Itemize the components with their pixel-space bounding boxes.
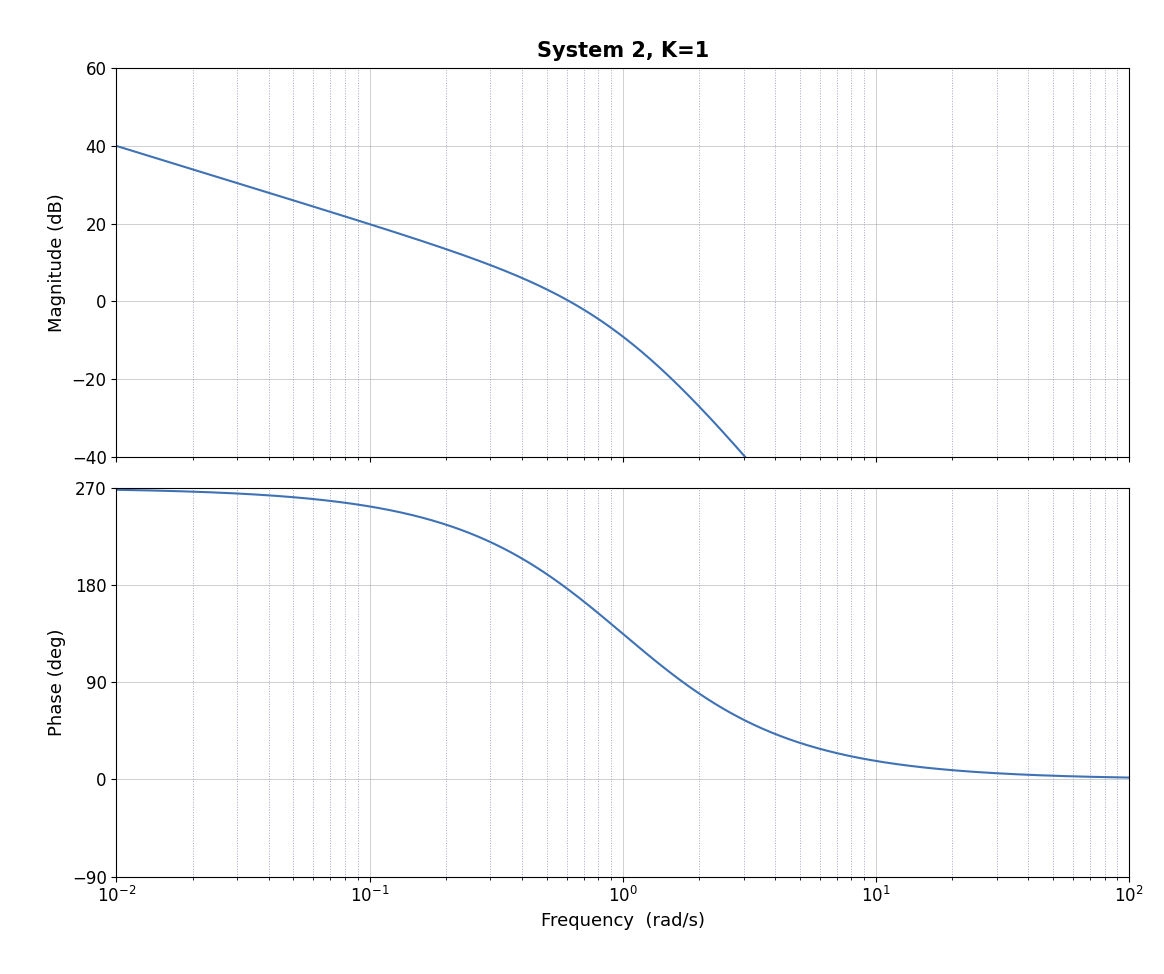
X-axis label: Frequency  (rad/s): Frequency (rad/s) [541, 912, 704, 930]
Title: System 2, K=1: System 2, K=1 [537, 41, 709, 61]
Y-axis label: Phase (deg): Phase (deg) [48, 628, 66, 736]
Y-axis label: Magnitude (dB): Magnitude (dB) [48, 193, 66, 332]
